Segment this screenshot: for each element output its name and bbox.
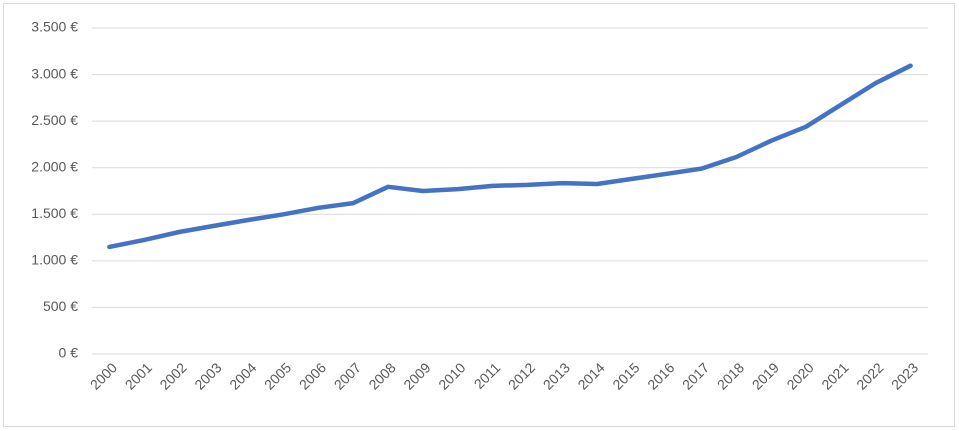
line [107,63,913,250]
y-tick-label: 1.500 € [31,205,78,221]
y-tick-label: 2.000 € [31,158,78,174]
y-tick-label: 2.500 € [31,112,78,128]
chart-border [3,3,955,427]
y-tick-label: 1.000 € [31,252,78,268]
y-tick-label: 0 € [59,345,79,361]
y-tick-label: 500 € [43,298,78,314]
y-tick-label: 3.000 € [31,65,78,81]
y-tick-label: 3.500 € [31,19,78,35]
